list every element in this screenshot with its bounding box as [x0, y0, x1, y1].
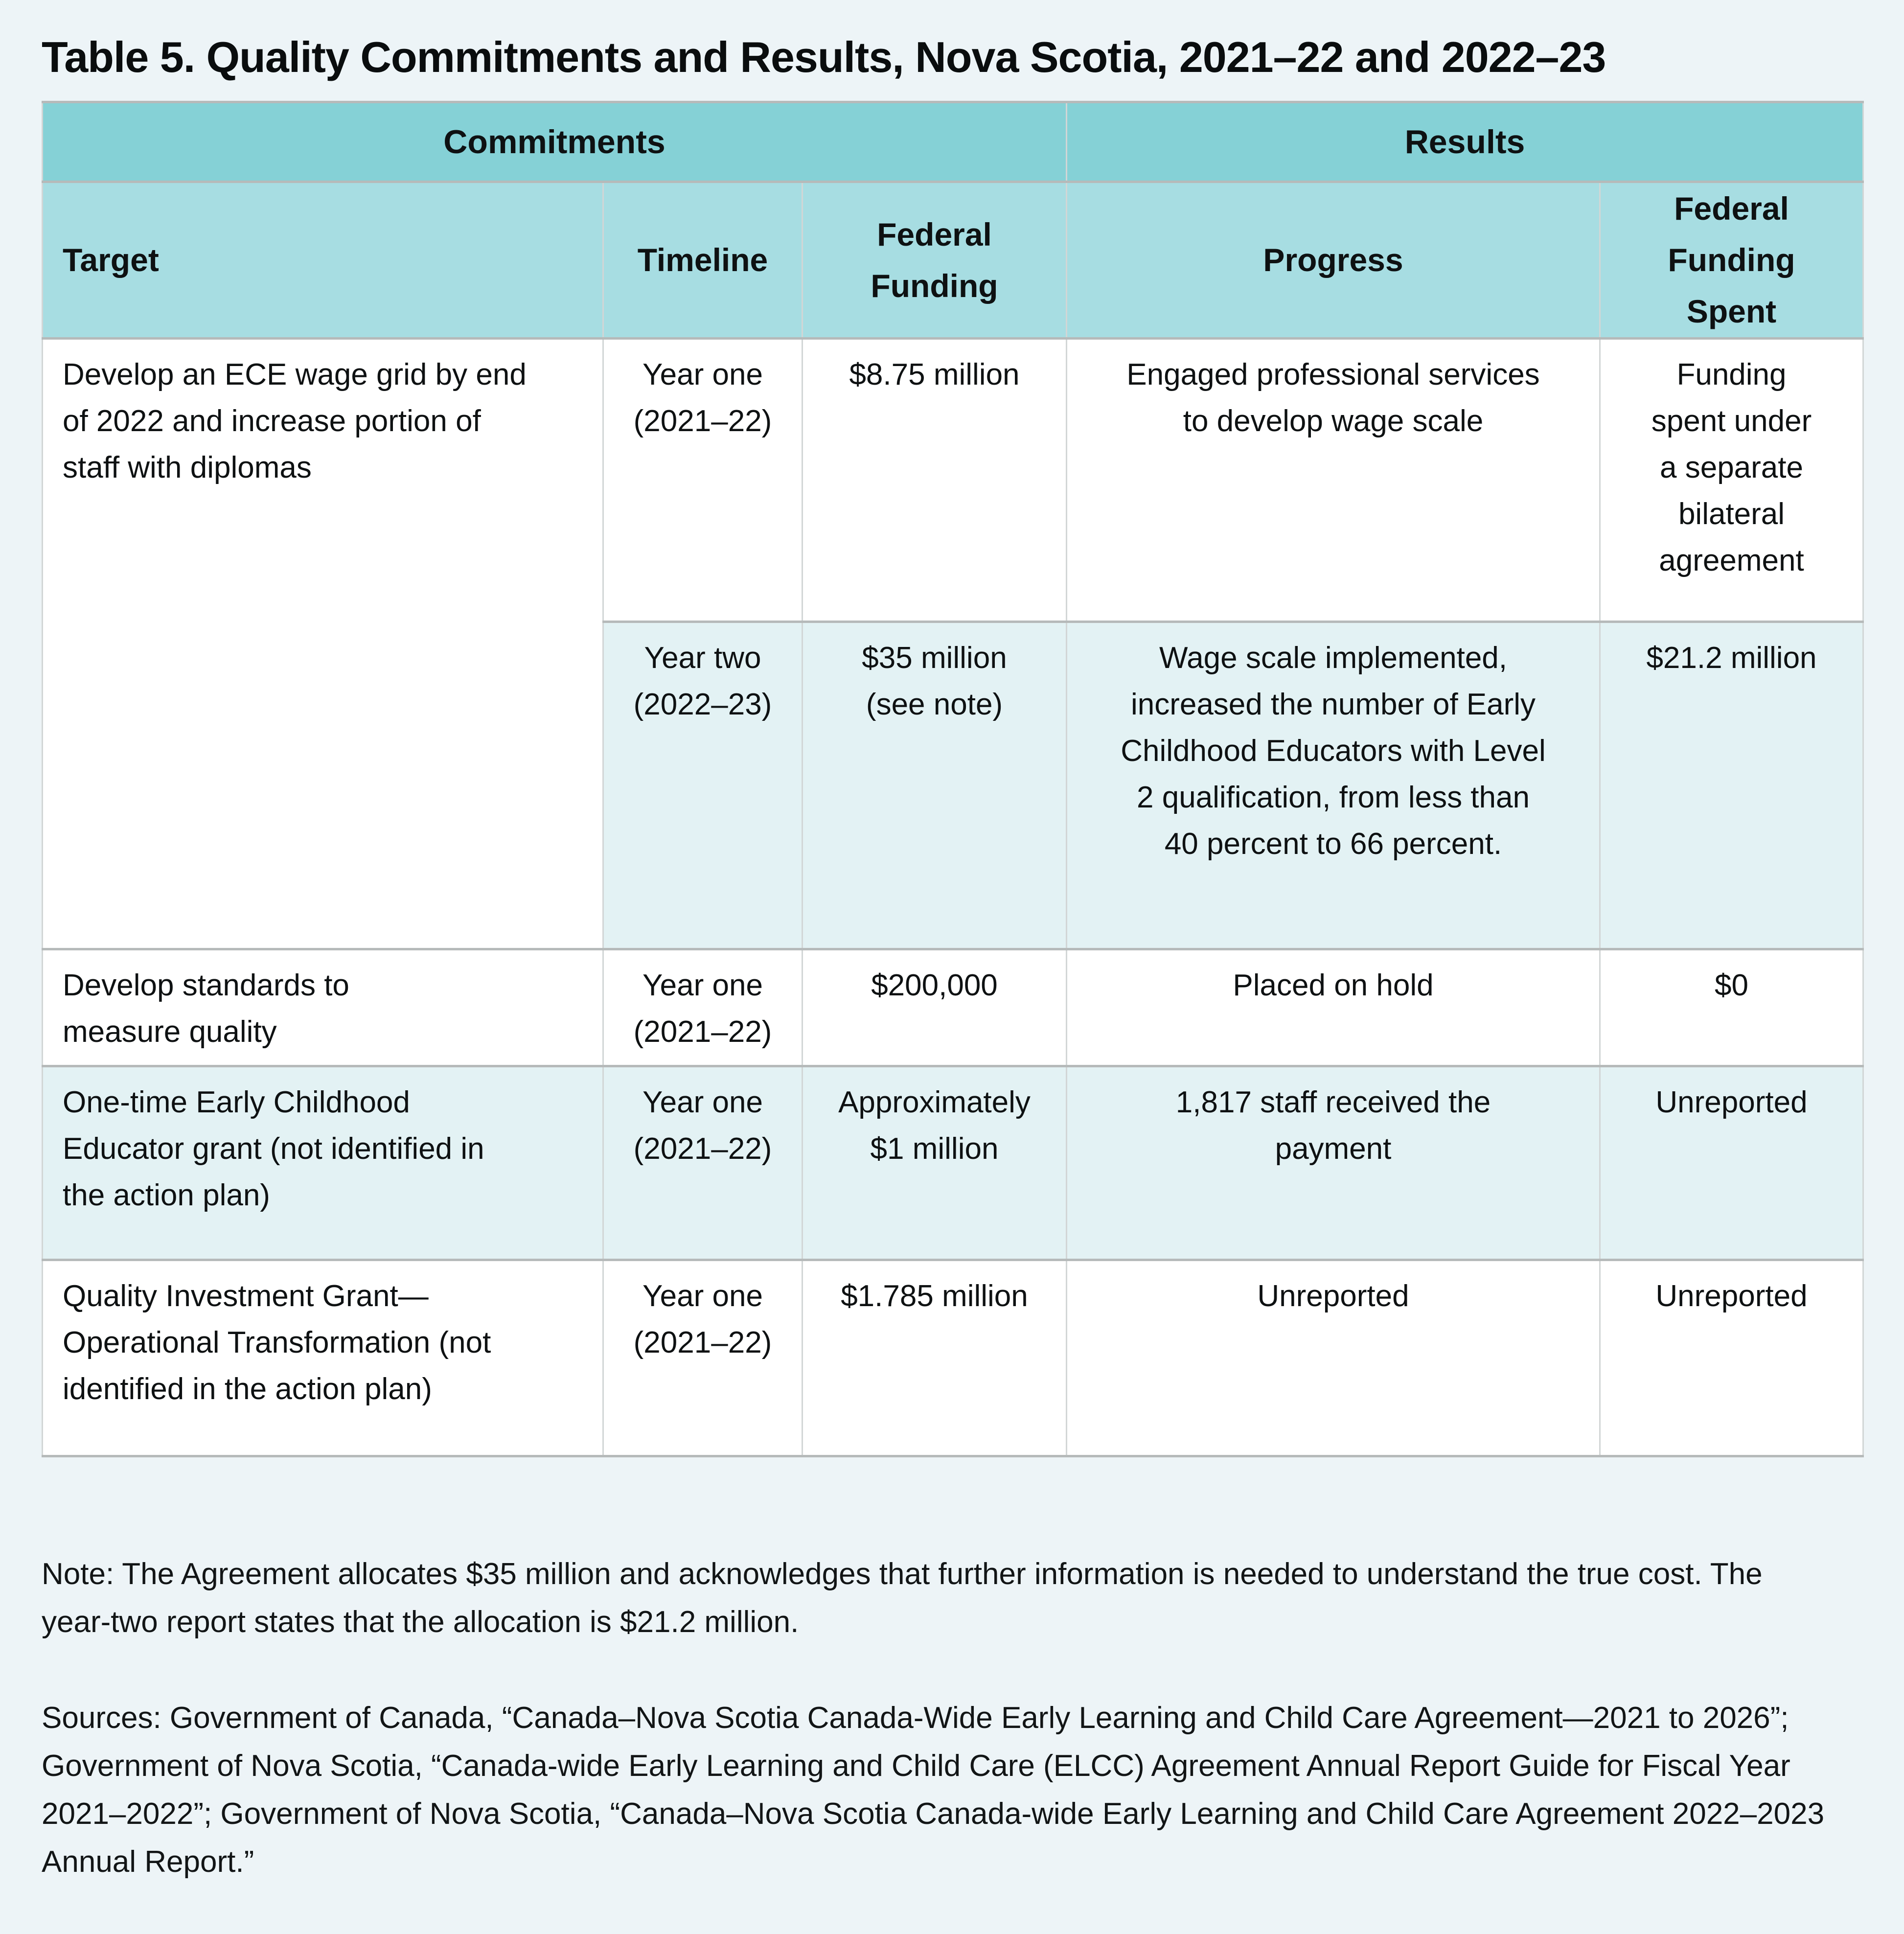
page-title: Table 5. Quality Commitments and Results… [42, 33, 1606, 81]
cell-timeline: Year one (2021–22) [602, 948, 803, 1067]
cell-target: Develop an ECE wage grid by end of 2022 … [42, 337, 604, 950]
cell-federal-funding: $35 million (see note) [802, 621, 1067, 950]
column-header-federal-funding: Federal Funding [802, 181, 1067, 340]
table-row: Develop standards to measure quality Yea… [42, 948, 1864, 1067]
cell-federal-funding-spent: $21.2 million [1599, 621, 1864, 950]
cell-federal-funding: $200,000 [802, 948, 1067, 1067]
table-row: Develop an ECE wage grid by end of 2022 … [42, 337, 1864, 950]
column-header-timeline: Timeline [602, 181, 803, 340]
column-header-progress: Progress [1066, 181, 1601, 340]
cell-timeline: Year one (2021–22) [602, 1259, 803, 1457]
cell-progress: Placed on hold [1066, 948, 1601, 1067]
cell-progress: Unreported [1066, 1259, 1601, 1457]
cell-progress: Wage scale implemented, increased the nu… [1066, 621, 1601, 950]
cell-timeline: Year two (2022–23) [602, 621, 803, 950]
sources-text: Sources: Government of Canada, “Canada–N… [42, 1701, 1825, 1879]
column-header-federal-funding-spent: Federal Funding Spent [1599, 181, 1864, 340]
column-header-target: Target [42, 181, 604, 340]
cell-federal-funding: $8.75 million [802, 337, 1067, 623]
cell-federal-funding: $1.785 million [802, 1259, 1067, 1457]
group-header-commitments: Commitments [42, 101, 1067, 183]
column-header-row: Target Timeline Federal Funding Progress… [42, 181, 1864, 340]
quality-commitments-table: Commitments Results Target Timeline Fede… [42, 101, 1864, 1457]
cell-federal-funding-spent: $0 [1599, 948, 1864, 1067]
cell-federal-funding-spent: Unreported [1599, 1065, 1864, 1261]
cell-progress: 1,817 staff received the payment [1066, 1065, 1601, 1261]
cell-federal-funding-spent: Funding spent under a separate bilateral… [1599, 337, 1864, 623]
cell-federal-funding-spent: Unreported [1599, 1259, 1864, 1457]
group-header-results: Results [1065, 101, 1864, 183]
cell-target: Quality Investment Grant— Operational Tr… [42, 1259, 604, 1457]
cell-target: Develop standards to measure quality [42, 948, 604, 1067]
note-text: Note: The Agreement allocates $35 millio… [42, 1557, 1763, 1639]
table-row: One-time Early Childhood Educator grant … [42, 1065, 1864, 1261]
cell-target: One-time Early Childhood Educator grant … [42, 1065, 604, 1261]
group-header-row: Commitments Results [42, 101, 1864, 183]
table-row: Year two (2022–23) $35 million (see note… [43, 621, 1864, 950]
table-footnotes: Note: The Agreement allocates $35 millio… [42, 1502, 1872, 1934]
table-row: Quality Investment Grant— Operational Tr… [42, 1259, 1864, 1457]
cell-federal-funding: Approximately $1 million [802, 1065, 1067, 1261]
cell-timeline: Year one (2021–22) [602, 1065, 803, 1261]
cell-timeline: Year one (2021–22) [602, 337, 803, 623]
cell-progress: Engaged professional services to develop… [1066, 337, 1601, 623]
